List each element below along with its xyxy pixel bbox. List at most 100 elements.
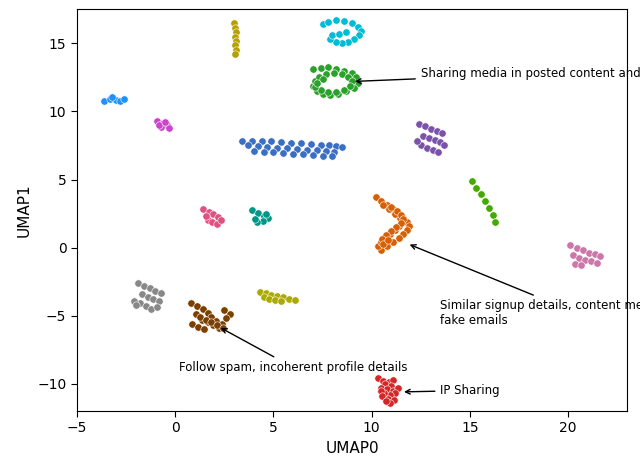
Point [198,205,208,212]
Point [351,74,361,81]
Point [390,389,401,397]
Point [376,198,387,205]
Point [231,37,241,44]
Text: Sharing media in posted content and profile: Sharing media in posted content and prof… [356,67,640,84]
Point [230,42,240,49]
Point [246,137,257,144]
Point [208,321,218,329]
Point [115,98,125,105]
Point [396,219,406,227]
Point [327,153,337,160]
Point [266,291,276,298]
Point [266,138,276,145]
Point [586,257,596,265]
Point [347,70,357,77]
Point [206,319,216,326]
Point [429,136,440,144]
Point [331,88,341,95]
Point [316,86,326,94]
Point [216,216,227,223]
Point [134,300,145,307]
Point [141,303,151,310]
Point [262,143,273,150]
Point [396,211,406,219]
Point [331,65,341,73]
Point [382,385,392,393]
Point [381,232,392,239]
Point [388,239,398,246]
Point [353,79,363,86]
Point [347,78,357,85]
Point [385,399,396,407]
Point [261,210,271,217]
Point [214,324,225,332]
Point [264,295,275,302]
Point [290,296,300,304]
Point [398,215,408,223]
Point [278,294,289,301]
Point [388,387,398,394]
Point [402,218,412,226]
Point [253,209,263,217]
Point [372,242,383,250]
Point [253,142,263,150]
Point [435,138,445,146]
Point [230,24,240,31]
Point [431,127,442,135]
Point [392,207,403,214]
Point [250,215,260,223]
Point [324,142,335,149]
Point [259,212,269,219]
Point [317,152,328,159]
Point [211,318,221,325]
Point [111,96,121,104]
Point [164,125,174,132]
Point [393,384,403,391]
Point [206,313,216,321]
Point [150,287,161,295]
Point [572,244,582,251]
Point [195,313,205,321]
Point [282,144,292,152]
Point [259,148,269,156]
Point [196,316,207,324]
Point [337,70,348,78]
Point [345,83,355,90]
Point [145,285,155,292]
Point [198,325,209,333]
Point [152,117,163,125]
Point [371,193,381,201]
Point [272,144,282,151]
Point [312,147,322,154]
Point [272,292,282,300]
Point [372,375,383,382]
Point [584,249,594,257]
Point [310,83,320,91]
Point [204,208,214,215]
Point [380,234,390,242]
Point [433,148,444,156]
Point [404,222,414,230]
Point [131,301,141,309]
Point [568,251,579,259]
Point [306,141,316,148]
Point [347,19,357,27]
Point [129,297,139,304]
Point [317,75,328,83]
Point [354,31,364,39]
Point [574,254,584,262]
Point [296,140,306,147]
Point [252,219,262,226]
Point [276,138,286,146]
Point [107,93,117,101]
Point [248,147,259,155]
Point [422,144,432,151]
Point [152,304,163,311]
Point [389,396,399,404]
Point [378,236,388,243]
Point [312,87,322,95]
Point [390,226,401,234]
Point [202,319,212,326]
Point [160,119,170,126]
Point [391,223,401,231]
